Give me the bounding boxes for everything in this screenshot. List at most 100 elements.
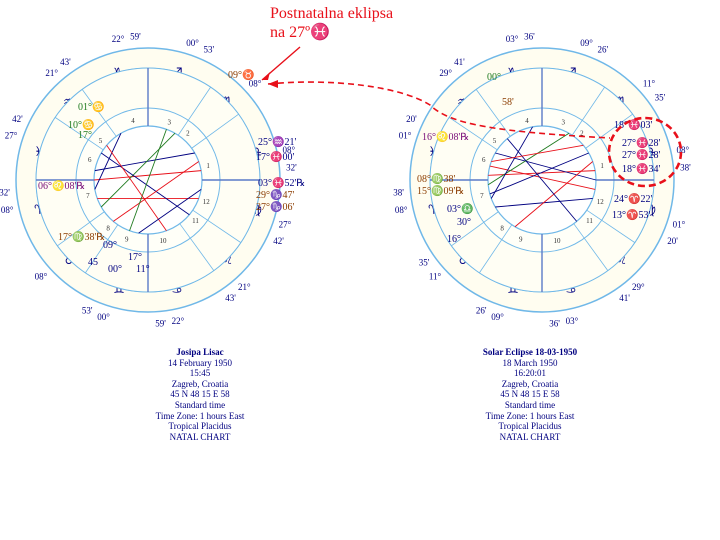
- cusp-degree-label: 27°: [279, 219, 292, 229]
- house-number: 11: [192, 217, 199, 225]
- cusp-degree-label: 08°: [395, 205, 408, 215]
- right-eclipse-wheel: ♈♉♊♋♌♍♎♏♐♑♒♓78910111212345603°36'29°41'0…: [393, 32, 691, 329]
- planet-position-label: 27°♑06': [256, 200, 294, 213]
- planet-position-label: 06°♌08'℞: [38, 179, 85, 192]
- house-cusp-line: [85, 224, 119, 274]
- house-number: 10: [553, 237, 561, 245]
- house-number: 9: [519, 235, 523, 243]
- cusp-degree-label: 09°: [491, 312, 504, 322]
- cusp-degree-label: 09°: [580, 38, 593, 48]
- cusp-degree-label: 08°: [283, 145, 296, 155]
- cusp-degree-label: 22°: [112, 34, 125, 44]
- house-number: 10: [159, 237, 167, 245]
- cusp-degree-label: 29°: [632, 282, 645, 292]
- sign-glyph-icon: ♊: [113, 282, 125, 297]
- house-cusp-line: [573, 223, 609, 271]
- house-cusp-line: [451, 211, 499, 247]
- left-chart-info: Josipa Lisac 14 February 1950 15:45 Zagr…: [100, 347, 300, 442]
- house-number: 3: [561, 119, 565, 127]
- cusp-minute-label: 20': [406, 114, 417, 124]
- planet-position-label: 03°♓52'℞: [258, 176, 305, 189]
- chart-place: Zagreb, Croatia: [171, 378, 229, 389]
- house-number: 6: [88, 156, 92, 164]
- planet-position-label: 13°♈53': [612, 208, 650, 221]
- cusp-degree-label: 01°: [399, 131, 412, 141]
- cusp-minute-label: 35': [419, 258, 430, 268]
- sign-glyph-icon: ♉: [457, 253, 469, 268]
- cusp-minute-label: 59': [155, 318, 166, 328]
- cusp-minute-label: 38': [680, 162, 691, 172]
- cusp-minute-label: 32': [286, 162, 297, 172]
- house-cusp-line: [475, 89, 511, 137]
- cusp-degree-label: 08°: [249, 79, 262, 89]
- house-number: 9: [125, 235, 129, 243]
- annotation-line-1: Postnatalna eklipsa: [270, 5, 394, 22]
- planet-position-label: 09°♉: [228, 68, 254, 81]
- sign-glyph-icon: ♊: [507, 282, 519, 297]
- cusp-degree-label: 21°: [45, 68, 58, 78]
- house-number: 5: [99, 137, 103, 145]
- house-cusp-line: [585, 113, 633, 149]
- planet-position-label: 30°: [457, 217, 471, 228]
- cusp-minute-label: 43': [225, 293, 236, 303]
- house-cusp-line: [81, 89, 117, 137]
- planet-position-label: 10°♋: [68, 118, 94, 131]
- planet-position-label: 00°: [108, 264, 122, 275]
- house-number: 5: [493, 137, 497, 145]
- house-cusp-line: [571, 86, 605, 136]
- house-cusp-line: [54, 117, 104, 151]
- annotation-arrow-head: [262, 72, 270, 80]
- aspect-line: [490, 126, 534, 199]
- cusp-degree-label: 01°: [673, 219, 686, 229]
- house-number: 12: [203, 198, 211, 206]
- chart-name: Solar Eclipse 18-03-1950: [482, 347, 578, 357]
- eclipse-highlight-circle: [607, 116, 683, 188]
- eclipse-annotation: Postnatalna eklipsa na 27º♓: [270, 4, 420, 42]
- planet-position-label: 17°♓00': [256, 150, 294, 163]
- planet-position-label: 18°♓03': [614, 118, 652, 131]
- house-cusp-line: [191, 113, 239, 149]
- planet-position-label: 58': [502, 97, 514, 108]
- cusp-minute-label: 36': [524, 32, 535, 42]
- chart-time: 16:20:01: [513, 368, 546, 379]
- house-number: 8: [106, 224, 110, 232]
- chart-date: 14 February 1950: [168, 357, 232, 368]
- chart-zone: Time Zone: 1 hours East: [485, 410, 575, 421]
- chart-time-type: Standard time: [504, 399, 556, 410]
- cusp-minute-label: 53': [204, 44, 215, 54]
- sign-glyph-icon: ♉: [63, 253, 75, 268]
- cusp-minute-label: 42': [12, 114, 23, 124]
- house-cusp-line: [57, 211, 105, 247]
- planet-position-label: 17°: [128, 252, 142, 263]
- cusp-minute-label: 42': [273, 236, 284, 246]
- house-cusp-line: [192, 209, 242, 243]
- cusp-minute-label: 59': [130, 32, 141, 42]
- planet-position-label: 24°♈22': [614, 192, 652, 205]
- sign-glyph-icon: ♋: [171, 282, 183, 297]
- cusp-minute-label: 38': [393, 188, 404, 198]
- aspect-line: [94, 152, 195, 172]
- aspect-line: [138, 189, 202, 234]
- planet-position-label: 03°♎: [447, 202, 473, 215]
- house-number: 1: [206, 162, 210, 170]
- house-number: 2: [580, 130, 584, 138]
- cusp-minute-label: 35': [655, 92, 666, 102]
- annotation-overlay: [261, 46, 683, 188]
- aspect-line: [129, 129, 167, 231]
- cusp-degree-label: 00°: [186, 38, 199, 48]
- planet-position-label: 09°: [103, 240, 117, 251]
- house-number: 7: [86, 192, 90, 200]
- house-number: 2: [186, 130, 190, 138]
- cusp-degree-label: 29°: [439, 68, 452, 78]
- planet-position-label: 00°: [487, 72, 501, 83]
- planet-position-label: 25°♒21': [258, 135, 296, 148]
- sign-glyph-icon: ♌: [221, 253, 233, 268]
- house-number: 4: [525, 117, 529, 125]
- planet-position-label: 11°: [136, 264, 150, 275]
- chart-coords: 45 N 48 15 E 58: [500, 389, 560, 400]
- cusp-degree-label: 00°: [97, 312, 110, 322]
- house-number: 11: [586, 217, 593, 225]
- cusp-degree-label: 22°: [172, 316, 185, 326]
- chart-kind: NATAL CHART: [169, 431, 231, 442]
